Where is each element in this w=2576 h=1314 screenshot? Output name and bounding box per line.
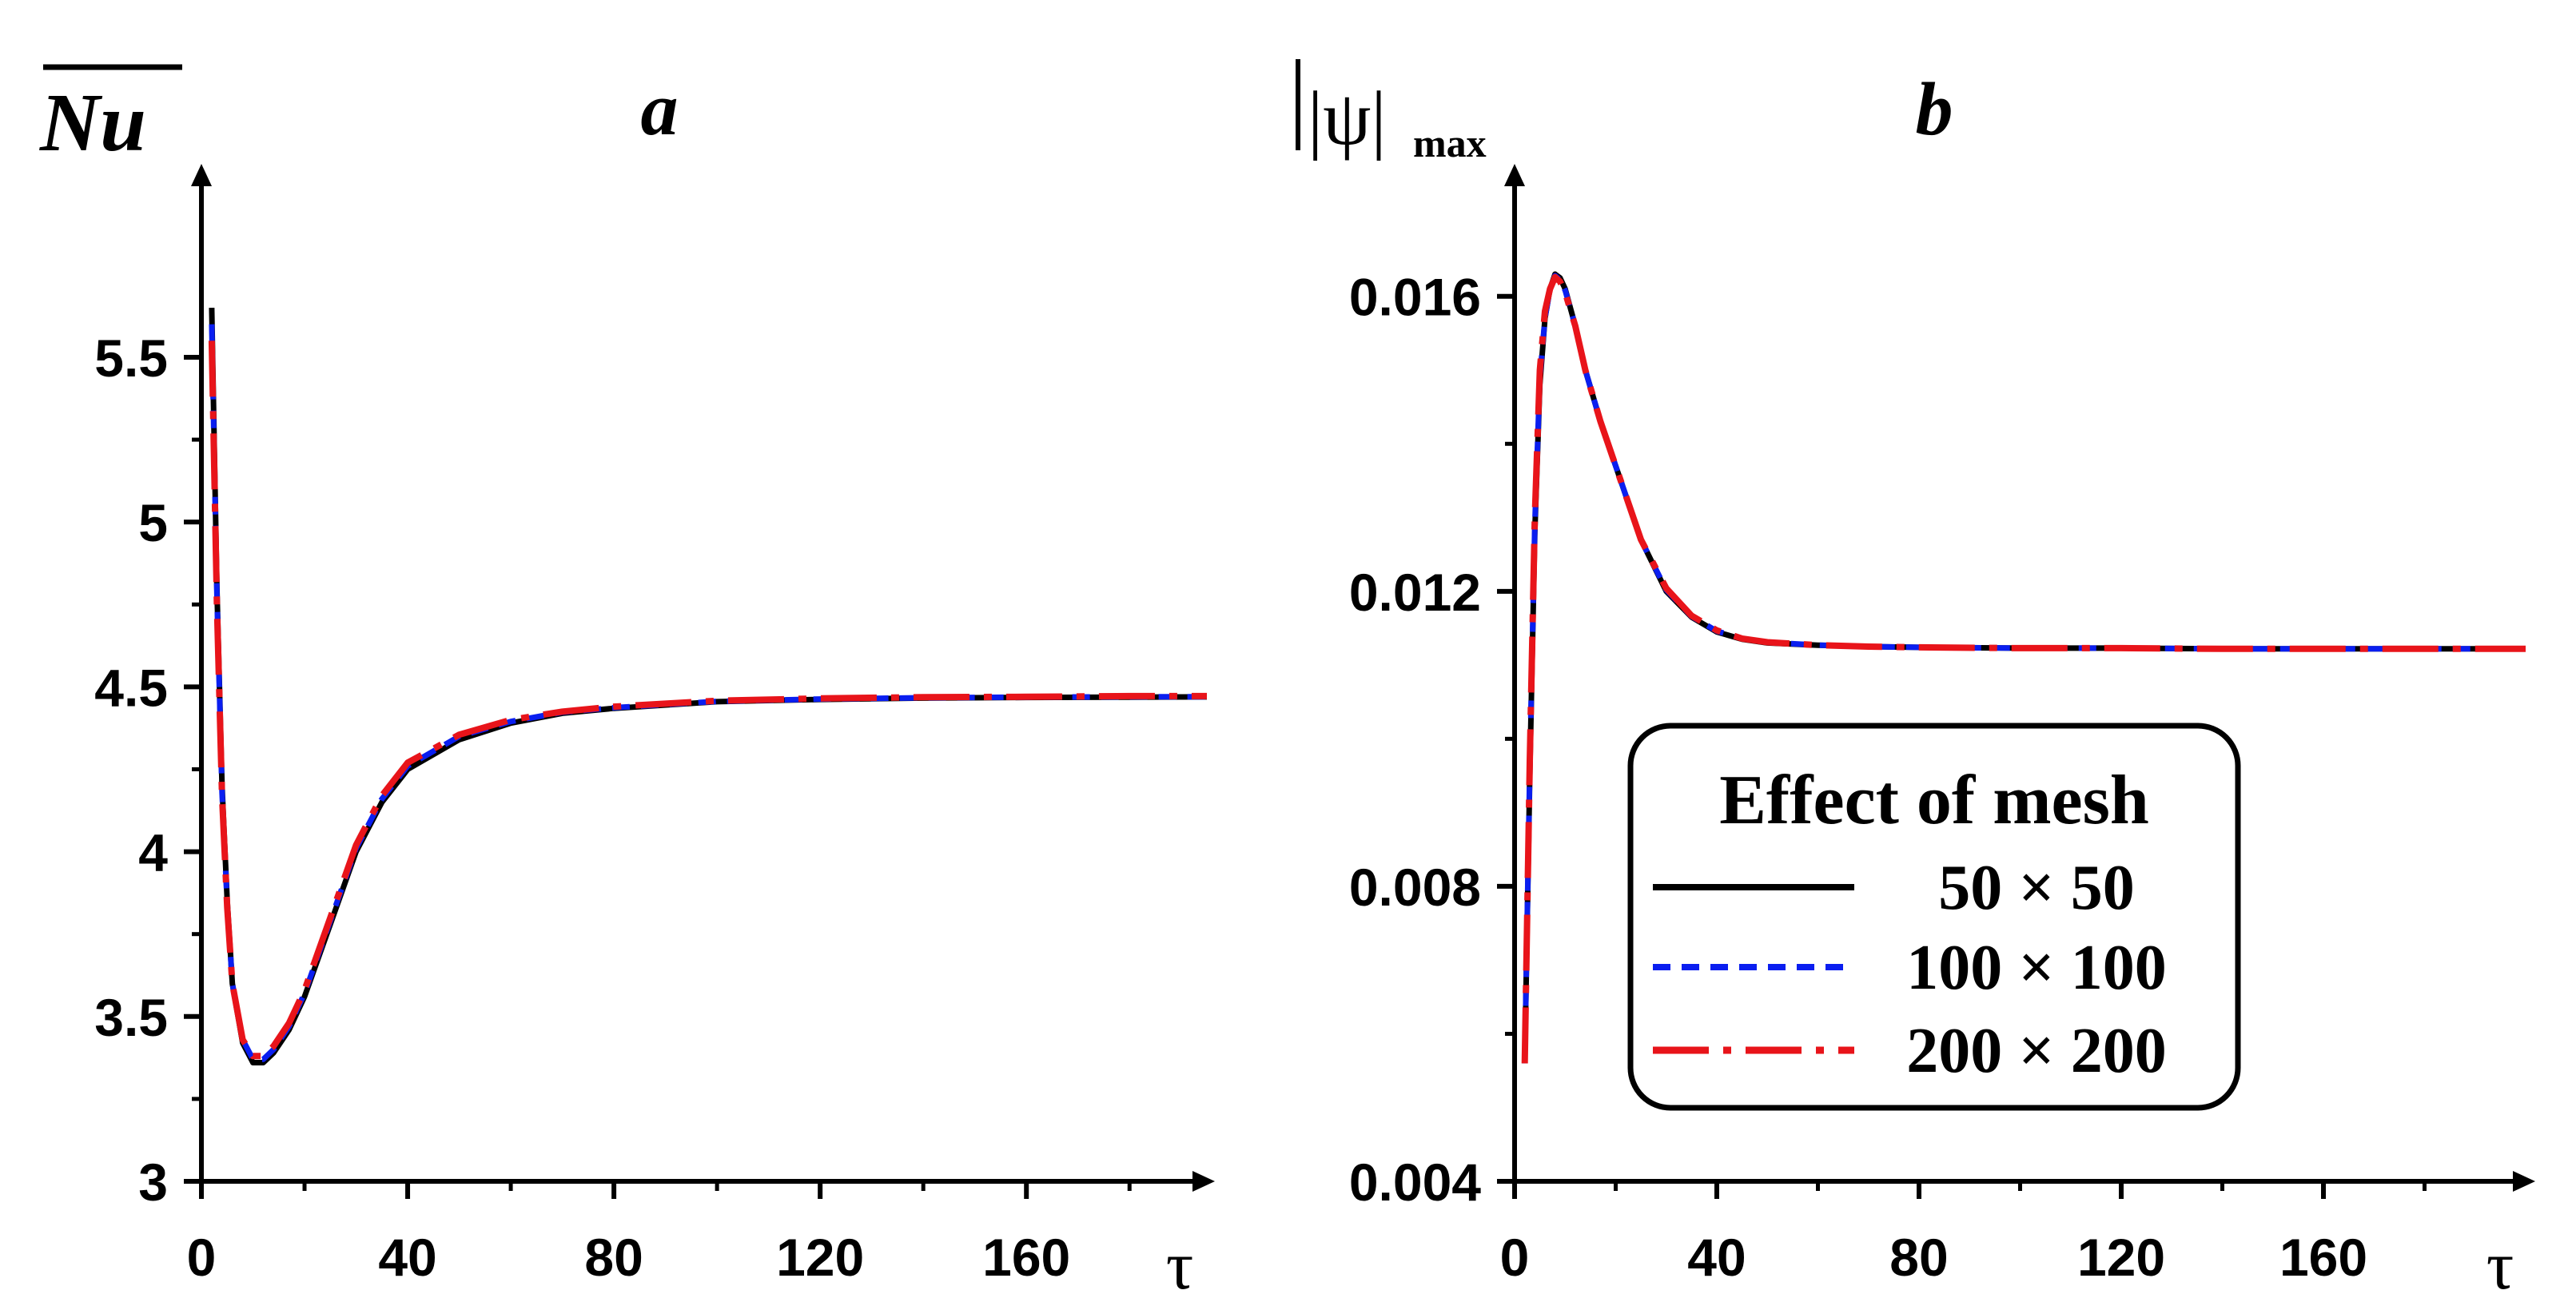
panel-a-xlabel: τ	[1166, 1227, 1194, 1304]
panel-a-xtick-label: 120	[776, 1228, 864, 1287]
panel-a-xtick-label: 80	[584, 1228, 643, 1287]
panel-a-title: a	[641, 68, 679, 151]
panel-b-ylabel-subscript: max	[1413, 121, 1487, 165]
legend-entry-100: 100 × 100	[1906, 933, 2167, 1003]
panel-b-ticks: 0 40 80 120 160 0.004 0.008 0.012 0.016	[1349, 268, 2427, 1287]
panel-b-ytick-label: 0.004	[1349, 1153, 1481, 1212]
panel-b: |ψ| max b τ 0 40 80 120 160 0.004 0.008 0.012 0.…	[1296, 59, 2535, 1304]
panel-b-xtick-label: 80	[1889, 1228, 1948, 1287]
panel-a-ytick-label: 5.5	[94, 328, 168, 388]
panel-a-y-axis-arrow	[191, 164, 212, 186]
panel-a-series-line	[208, 340, 1207, 1060]
panel-b-xtick-label: 40	[1687, 1228, 1746, 1287]
panel-a-ytick-label: 4	[138, 823, 168, 882]
panel-b-series	[1521, 271, 2526, 1064]
panel-b-title: b	[1916, 68, 1953, 151]
panel-b-series-line	[1521, 273, 2526, 1064]
panel-b-ytick-label: 0.008	[1349, 858, 1481, 917]
panel-b-x-axis-arrow	[2513, 1171, 2535, 1192]
legend: Effect of mesh 50 × 50 100 × 100 200 × 2…	[1627, 723, 2241, 1111]
panel-a-xtick-label: 0	[187, 1228, 217, 1287]
panel-b-xtick-label: 120	[2077, 1228, 2165, 1287]
legend-entry-50: 50 × 50	[1938, 853, 2135, 923]
panel-a-xtick-label: 40	[378, 1228, 436, 1287]
panel-a: Nu a τ 0 40 80 120 160 3 3.5 4 4.5 5 5.5	[39, 64, 1215, 1304]
panel-a-series-line	[209, 324, 1207, 1062]
panel-a-series-line	[209, 308, 1207, 1065]
panel-a-x-axis-arrow	[1192, 1171, 1215, 1192]
panel-a-series	[208, 308, 1207, 1065]
panel-a-ytick-label: 3	[138, 1153, 168, 1212]
panel-b-axes	[1504, 164, 2535, 1192]
panel-b-ytick-label: 0.012	[1349, 563, 1481, 622]
panel-b-y-axis-arrow	[1504, 164, 1525, 186]
panel-a-axes	[191, 164, 1215, 1192]
panel-a-ytick-label: 4.5	[94, 658, 168, 717]
panel-b-ylabel: |ψ|	[1308, 75, 1387, 161]
panel-b-xtick-label: 0	[1500, 1228, 1530, 1287]
panel-b-ytick-label: 0.016	[1349, 268, 1481, 327]
panel-a-ticks: 0 40 80 120 160 3 3.5 4 4.5 5 5.5	[94, 328, 1132, 1287]
legend-title: Effect of mesh	[1719, 762, 2149, 839]
legend-box	[1627, 723, 2241, 1111]
panel-a-ylabel: Nu	[39, 77, 146, 169]
panel-b-xtick-label: 160	[2279, 1228, 2367, 1287]
panel-a-xtick-label: 160	[982, 1228, 1070, 1287]
panel-a-ytick-label: 5	[138, 493, 168, 552]
panel-a-ytick-label: 3.5	[94, 988, 168, 1047]
legend-entry-200: 200 × 200	[1906, 1016, 2167, 1086]
panel-b-xlabel: τ	[2486, 1227, 2514, 1304]
